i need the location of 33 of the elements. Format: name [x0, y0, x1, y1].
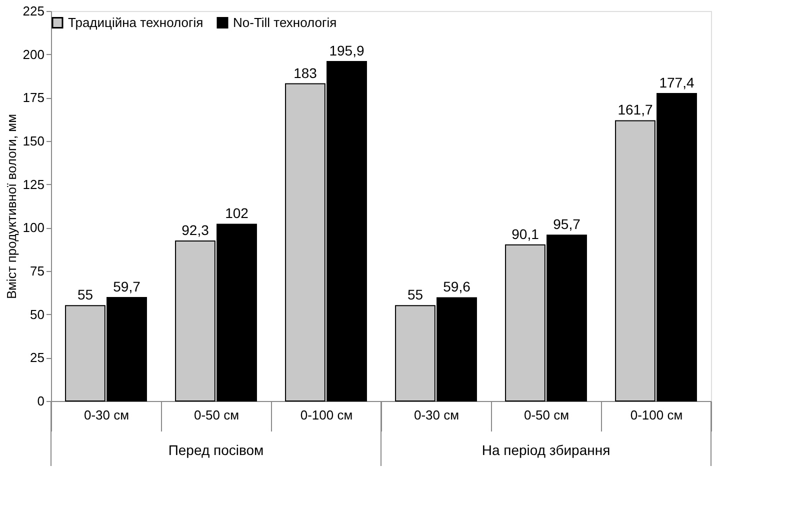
data-label: 59,7	[113, 278, 141, 295]
data-label: 95,7	[553, 216, 581, 232]
data-label: 55	[407, 286, 424, 303]
x-tick-label: 0-100 см	[630, 408, 683, 422]
text: На період збирання	[482, 442, 610, 458]
data-label: 195,9	[329, 42, 364, 58]
legend-label: Традиційна технологія	[68, 14, 204, 30]
y-tick-label: 225	[22, 4, 44, 18]
y-tick-label: 100	[22, 220, 44, 236]
data-label: 102	[225, 205, 249, 222]
x-tick-label: 0-30 см	[414, 408, 460, 422]
y-tick-label: 150	[22, 134, 44, 148]
x-tick-label: 0-50 см	[194, 408, 240, 422]
data-label: 59,6	[443, 278, 471, 295]
x-tick-label: 0-100 см	[300, 408, 353, 422]
y-tick-label: 125	[22, 176, 44, 192]
y-tick-label: 200	[22, 46, 44, 62]
y-tick-label: 75	[30, 264, 44, 278]
data-label: 55	[77, 286, 94, 303]
data-label: 161,7	[618, 102, 653, 118]
y-tick-label: 50	[30, 306, 44, 322]
y-tick-label: 175	[22, 90, 44, 106]
y-axis-title: Вміст продуктивної вологи, мм	[4, 114, 19, 300]
y-tick-label: 25	[30, 350, 44, 366]
text: Перед посівом	[168, 442, 264, 458]
data-label: 177,4	[659, 74, 694, 91]
data-label: 183	[294, 64, 318, 81]
legend-label: No-Till технологія	[233, 14, 337, 30]
x-tick-label: 0-50 см	[524, 408, 570, 422]
data-label: 92,3	[182, 222, 210, 238]
y-tick-label: 0	[37, 394, 44, 408]
x-tick-label: 0-30 см	[84, 408, 130, 422]
data-label: 90,1	[512, 226, 540, 242]
